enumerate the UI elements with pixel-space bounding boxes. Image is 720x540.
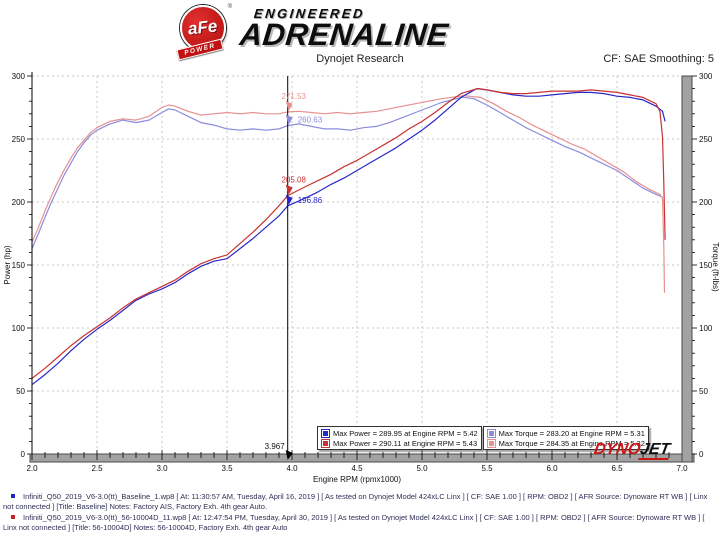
run-note-intake: Infiniti_Q50_2019_V6-3.0(tt)_56-10004D_1… xyxy=(3,513,717,532)
intake-torque-cursor-value-label: 271.53 xyxy=(281,92,306,101)
report-subtitle: Dynojet Research xyxy=(316,53,404,65)
legend-torque-cell: Max Torque = 283.20 at Engine RPM = 5.31… xyxy=(482,426,649,450)
legend-label: Max Power = 289.95 at Engine RPM = 5.42 xyxy=(333,428,478,438)
baseline-torque-curve xyxy=(31,96,663,249)
dynojet-logo-dyno: DYNO xyxy=(592,441,642,458)
intake-power-curve xyxy=(31,87,666,379)
cursor-rpm-label: 3.967 xyxy=(265,442,286,451)
run-bullet-icon xyxy=(11,515,15,519)
baseline-torque-cursor-value-label: 260.63 xyxy=(298,116,323,125)
legend-power-cell: Max Power = 289.95 at Engine RPM = 5.42 … xyxy=(317,426,482,450)
x-axis-tick-label: 5.5 xyxy=(481,464,493,473)
legend-label: Max Torque = 284.35 at Engine RPM = 5.32 xyxy=(498,438,645,448)
smoothing-setting: CF: SAE Smoothing: 5 xyxy=(603,53,714,65)
dynojet-logo: DYNOJET xyxy=(592,441,672,460)
afe-adrenaline-logo: aFe ® POWER ENGINEERED ADRENALINE xyxy=(176,4,450,61)
x-axis-tick-label: 5.0 xyxy=(416,464,428,473)
x-axis-tick-label: 6.5 xyxy=(611,464,623,473)
legend-label: Max Power = 290.11 at Engine RPM = 5.43 xyxy=(333,438,478,448)
baseline-power-curve xyxy=(31,88,666,386)
dynojet-logo-jet: JET xyxy=(638,441,672,460)
run-note-text: Infiniti_Q50_2019_V6-3.0(tt)_56-10004D_1… xyxy=(3,513,705,532)
legend-row-max-power-intake: Max Power = 290.11 at Engine RPM = 5.43 xyxy=(321,438,478,448)
chart-legend: Max Power = 289.95 at Engine RPM = 5.42 … xyxy=(317,426,650,450)
right-axis-tick-label: 100 xyxy=(699,324,713,333)
left-axis-tick-label: 0 xyxy=(21,450,26,459)
x-axis-tick-label: 2.5 xyxy=(91,464,103,473)
right-axis-tick-label: 50 xyxy=(699,387,708,396)
series-swatch-intake-torque xyxy=(486,438,496,448)
right-axis-tick-label: 250 xyxy=(699,135,713,144)
intake-torque-curve xyxy=(31,95,666,293)
left-axis-tick-label: 300 xyxy=(12,72,26,81)
run-note-text: Infiniti_Q50_2019_V6-3.0(tt)_Baseline_1.… xyxy=(3,492,708,511)
run-bullet-icon xyxy=(11,494,15,498)
right-axis-title: Torque (ft-lbs) xyxy=(711,242,720,292)
intake-power-cursor-value-label: 205.08 xyxy=(281,176,306,185)
run-notes: Infiniti_Q50_2019_V6-3.0(tt)_Baseline_1.… xyxy=(3,492,717,534)
series-swatch-baseline-power xyxy=(321,428,330,438)
afe-power-badge-icon: aFe ® POWER xyxy=(176,4,232,61)
legend-row-max-torque-baseline: Max Torque = 283.20 at Engine RPM = 5.31 xyxy=(486,428,645,438)
left-axis-tick-label: 200 xyxy=(12,198,26,207)
right-axis-tick-label: 0 xyxy=(699,450,704,459)
right-axis-bar xyxy=(681,75,693,463)
x-axis-tick-label: 6.0 xyxy=(546,464,558,473)
x-axis-tick-label: 3.5 xyxy=(221,464,233,473)
left-axis-tick-label: 100 xyxy=(12,324,26,333)
intake-torque-cursor-marker xyxy=(285,100,293,111)
x-axis-bar xyxy=(29,453,695,463)
x-axis-title: Engine RPM (rpmx1000) xyxy=(313,475,401,484)
left-axis-tick-label: 250 xyxy=(12,135,26,144)
right-axis-tick-label: 300 xyxy=(699,72,713,81)
legend-row-max-torque-intake: Max Torque = 284.35 at Engine RPM = 5.32 xyxy=(486,438,645,448)
x-axis-tick-label: 3.0 xyxy=(156,464,168,473)
run-note-baseline: Infiniti_Q50_2019_V6-3.0(tt)_Baseline_1.… xyxy=(3,492,717,511)
baseline-power-cursor-marker xyxy=(285,194,293,205)
legend-label: Max Torque = 283.20 at Engine RPM = 5.31 xyxy=(498,428,645,438)
series-swatch-baseline-torque xyxy=(486,428,496,438)
intake-power-cursor-marker xyxy=(285,184,293,195)
x-axis-tick-label: 4.0 xyxy=(286,464,298,473)
series-swatch-intake-power xyxy=(321,438,330,448)
cursor-axis-marker xyxy=(285,450,293,460)
left-axis-tick-label: 150 xyxy=(12,261,26,270)
left-axis-tick-label: 50 xyxy=(16,387,25,396)
x-axis-tick-label: 4.5 xyxy=(351,464,363,473)
left-axis-title: Power (hp) xyxy=(3,245,12,284)
x-axis-tick-label: 7.0 xyxy=(676,464,688,473)
legend-row-max-power-baseline: Max Power = 289.95 at Engine RPM = 5.42 xyxy=(321,428,478,438)
registered-mark: ® xyxy=(227,4,232,10)
x-axis-tick-label: 2.0 xyxy=(26,464,38,473)
right-axis-tick-label: 150 xyxy=(699,261,713,270)
right-axis-tick-label: 200 xyxy=(699,198,713,207)
baseline-torque-cursor-marker xyxy=(285,114,293,125)
baseline-power-cursor-value-label: 196.86 xyxy=(298,196,323,205)
